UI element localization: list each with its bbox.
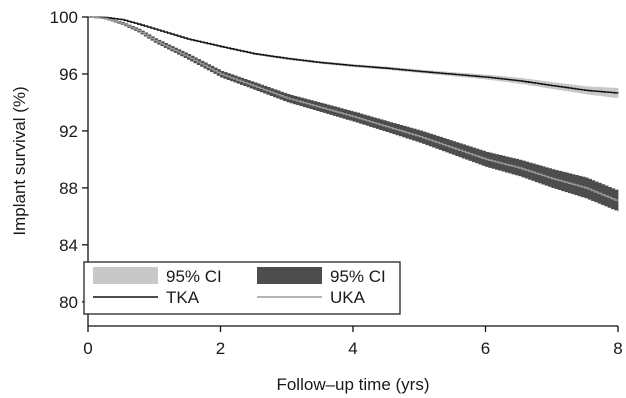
y-tick-label: 96 <box>59 65 78 84</box>
legend-uka-label: UKA <box>330 288 366 307</box>
uka-ci-band <box>88 16 619 212</box>
legend: 95% CI 95% CI TKA UKA <box>83 261 401 315</box>
y-tick-label: 100 <box>50 8 78 27</box>
x-axis-title: Follow–up time (yrs) <box>276 375 429 394</box>
x-tick-label: 4 <box>348 339 357 358</box>
tka-ci-band <box>88 16 619 98</box>
legend-uka-ci-swatch <box>257 267 322 284</box>
x-tick-label: 8 <box>613 339 622 358</box>
uka-survival-line <box>88 16 619 202</box>
legend-tka-label: TKA <box>166 288 200 307</box>
axis-ticks: 80 84 88 92 96 100 0 2 4 6 8 <box>50 8 623 358</box>
x-tick-label: 2 <box>216 339 225 358</box>
y-axis-title: Implant survival (%) <box>10 86 29 235</box>
x-tick-label: 0 <box>83 339 92 358</box>
legend-tka-ci-swatch <box>93 267 158 284</box>
y-tick-label: 88 <box>59 179 78 198</box>
y-tick-label: 84 <box>59 236 78 255</box>
survival-lines <box>88 16 619 202</box>
legend-uka-ci-label: 95% CI <box>330 267 386 286</box>
y-tick-label: 80 <box>59 293 78 312</box>
legend-tka-ci-label: 95% CI <box>166 267 222 286</box>
x-tick-label: 6 <box>481 339 490 358</box>
tka-survival-line <box>88 16 619 94</box>
y-tick-label: 92 <box>59 122 78 141</box>
